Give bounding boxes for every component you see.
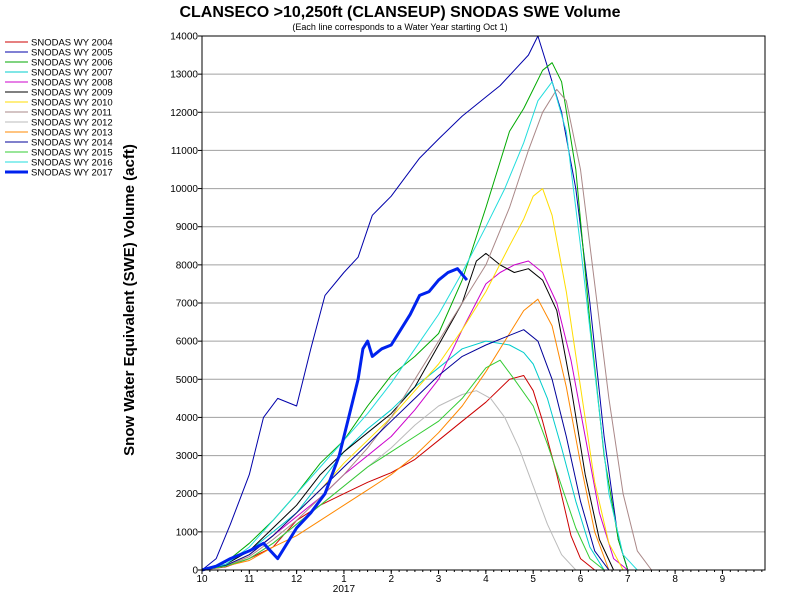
series-line-snodas-wy-2004: [201, 375, 596, 571]
y-tick-label: 14000: [170, 32, 198, 43]
legend-label: SNODAS WY 2014: [31, 138, 113, 149]
series-line-snodas-wy-2015: [201, 359, 605, 571]
y-tick-label: 9000: [176, 222, 199, 233]
series-group: [201, 35, 652, 572]
y-tick-label: 11000: [171, 146, 199, 157]
series-line-snodas-wy-2009: [201, 252, 615, 571]
y-axis: 0 1000 2000 3000 4000 5000 6000 7000 8000 9000 100…: [170, 32, 202, 577]
y-tick-label: 4000: [176, 413, 199, 424]
chart-title: CLANSECO >10,250ft (CLANSEUP) SNODAS SWE…: [179, 4, 620, 21]
legend-label: SNODAS WY 2006: [31, 58, 113, 69]
y-tick-label: 0: [192, 566, 198, 577]
legend-label: SNODAS WY 2013: [31, 128, 113, 139]
x-tick-label: 4: [483, 574, 489, 585]
y-tick-label: 2000: [176, 489, 199, 500]
x-tick-label: 3: [436, 574, 442, 585]
x-tick-label: 11: [244, 574, 255, 585]
legend-label: SNODAS WY 2005: [31, 48, 113, 59]
y-tick-label: 5000: [176, 375, 199, 386]
series-line-snodas-wy-2014: [201, 329, 610, 571]
x-year-label: 2017: [333, 584, 356, 595]
legend-label: SNODAS WY 2010: [31, 98, 113, 109]
gridlines: [202, 73, 765, 533]
legend-label: SNODAS WY 2016: [31, 158, 113, 169]
x-tick-label: 5: [530, 574, 536, 585]
x-tick-label: 6: [578, 574, 584, 585]
x-tick-label: 2: [388, 574, 394, 585]
y-tick-label: 8000: [176, 260, 199, 271]
y-tick-label: 10000: [170, 184, 198, 195]
y-tick-label: 13000: [170, 70, 198, 81]
series-line-snodas-wy-2017: [201, 267, 469, 572]
chart-subtitle: (Each line corresponds to a Water Year s…: [292, 22, 507, 32]
series-line-snodas-wy-2011: [201, 88, 652, 571]
legend-label: SNODAS WY 2007: [31, 68, 113, 79]
x-tick-label: 8: [672, 574, 678, 585]
series-line-snodas-wy-2016: [201, 81, 638, 571]
series-line-snodas-wy-2013: [201, 298, 610, 571]
series-line-snodas-wy-2007: [201, 340, 605, 571]
legend-label: SNODAS WY 2009: [31, 88, 113, 99]
x-tick-label: 10: [196, 574, 208, 585]
x-tick-label: 7: [625, 574, 631, 585]
legend-label: SNODAS WY 2015: [31, 148, 113, 159]
legend-label: SNODAS WY 2017: [31, 168, 113, 179]
x-tick-label: 9: [720, 574, 726, 585]
y-axis-label: Snow Water Equivalent (SWE) Volume (acft…: [121, 144, 138, 456]
y-tick-label: 1000: [176, 527, 199, 538]
series-line-snodas-wy-2005: [201, 35, 629, 571]
y-tick-label: 12000: [170, 108, 198, 119]
y-tick-label: 6000: [176, 337, 199, 348]
x-tick-label: 1: [341, 574, 347, 585]
legend-label: SNODAS WY 2011: [31, 108, 112, 119]
legend-label: SNODAS WY 2012: [31, 118, 113, 129]
legend-label: SNODAS WY 2004: [31, 38, 113, 49]
y-tick-label: 7000: [176, 299, 199, 310]
legend-label: SNODAS WY 2008: [31, 78, 113, 89]
x-tick-label: 12: [291, 574, 303, 585]
y-tick-label: 3000: [176, 451, 199, 462]
